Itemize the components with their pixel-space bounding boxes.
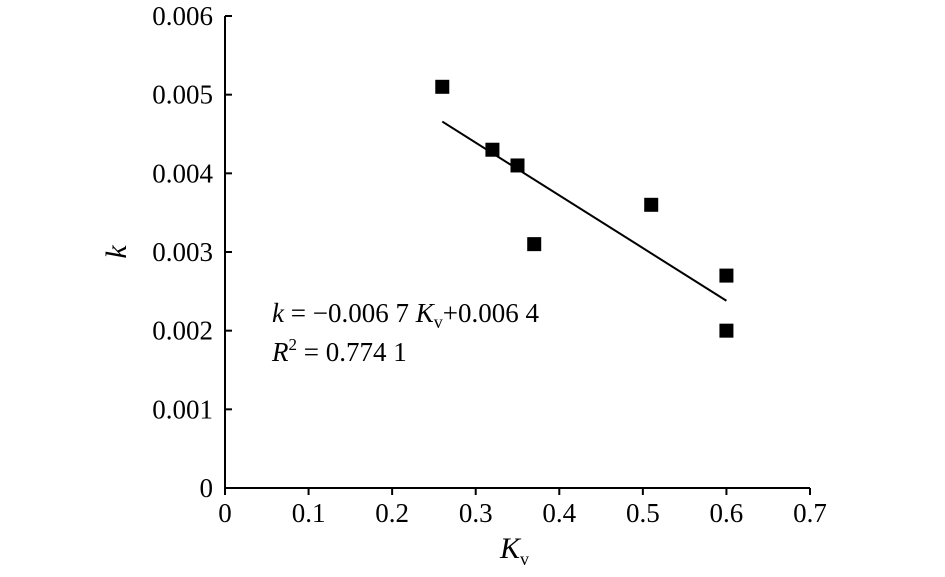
data-point	[485, 142, 500, 157]
x-tick-label: 0.5	[626, 498, 660, 528]
y-tick-label: 0	[200, 473, 214, 503]
y-tick-label: 0.001	[152, 394, 213, 424]
y-tick-label: 0.003	[152, 237, 213, 267]
r2-R: R	[271, 337, 289, 367]
r2-superscript: 2	[289, 335, 298, 354]
equation-k: k	[272, 298, 285, 328]
data-point	[510, 158, 525, 173]
data-point	[527, 237, 542, 252]
x-tick-label: 0	[218, 498, 232, 528]
y-ticks: 0 0.001 0.002 0.003 0.004 0.005 0.006	[152, 1, 232, 503]
y-tick-label: 0.005	[152, 80, 213, 110]
regression-equation: k = −0.006 7 Kv+0.006 4	[272, 298, 539, 332]
data-point	[719, 268, 734, 283]
data-points	[435, 79, 734, 338]
x-axis-label-subscript: v	[520, 549, 529, 569]
equation-K: K	[415, 298, 436, 328]
x-tick-label: 0.6	[710, 498, 744, 528]
x-tick-label: 0.2	[375, 498, 409, 528]
data-point	[435, 79, 450, 94]
x-ticks: 0 0.1 0.2 0.3 0.4 0.5 0.6 0.7	[218, 488, 827, 528]
trendline	[441, 120, 727, 302]
y-axis-label: k	[100, 245, 133, 259]
x-axis-label-main: K	[499, 532, 522, 565]
equation-intercept: +0.006 4	[443, 298, 540, 328]
data-point	[719, 323, 734, 338]
y-tick-label: 0.004	[152, 158, 213, 188]
y-tick-label: 0.006	[152, 1, 213, 31]
x-axis-label: Kv	[499, 532, 529, 569]
x-tick-label: 0.7	[793, 498, 827, 528]
y-tick-label: 0.002	[152, 316, 213, 346]
equation-subscript: v	[434, 312, 443, 332]
r2-value: = 0.774 1	[297, 337, 407, 367]
r-squared: R2 = 0.774 1	[271, 335, 407, 367]
data-point	[644, 197, 659, 212]
equation-coefficients: = −0.006 7	[284, 298, 416, 328]
x-tick-label: 0.1	[292, 498, 326, 528]
x-tick-label: 0.4	[542, 498, 576, 528]
axes	[224, 16, 810, 489]
x-tick-label: 0.3	[459, 498, 493, 528]
